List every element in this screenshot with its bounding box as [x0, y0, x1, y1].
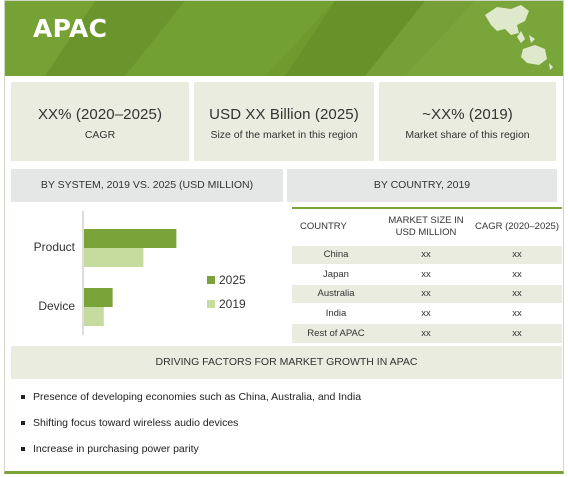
cagr-cell: xx	[472, 264, 562, 284]
cagr-cell: xx	[472, 303, 562, 323]
kpi-value: XX% (2020–2025)	[37, 106, 163, 123]
by-system-bar-chart: Product Device 2025 2019	[34, 211, 246, 335]
column-header: COUNTRY	[300, 220, 347, 232]
list-item: Increase in purchasing power parity	[21, 436, 361, 462]
bar-product-2019	[84, 248, 144, 267]
country-cell: Australia	[292, 283, 380, 304]
market-size-cell: xx	[380, 283, 472, 304]
country-cell: Japan	[292, 264, 380, 284]
country-cell: China	[292, 244, 380, 265]
driver-text: Presence of developing economies such as…	[33, 391, 362, 403]
country-cell: Rest of APAC	[292, 322, 380, 343]
asia-pacific-map-icon	[485, 5, 553, 70]
table-row: Rest of APAC xx xx	[292, 322, 562, 343]
bar-device-2019	[84, 307, 104, 326]
table-row: China xx xx	[292, 244, 562, 265]
market-size-cell: xx	[380, 244, 472, 265]
category-label: Product	[34, 240, 76, 254]
country-cell: India	[292, 303, 380, 323]
column-header: CAGR (2020–2025)	[475, 220, 559, 232]
kpi-value: ~XX% (2019)	[422, 106, 513, 123]
list-item: Presence of developing economies such as…	[21, 384, 361, 410]
bar-device-2025	[84, 288, 113, 307]
bar-product-2025	[84, 229, 177, 248]
market-size-cell: xx	[380, 322, 472, 343]
cagr-cell: xx	[472, 283, 562, 304]
market-size-cell: xx	[380, 303, 472, 323]
drivers-heading: DRIVING FACTORS FOR MARKET GROWTH IN APA…	[11, 346, 562, 379]
bullet-icon	[21, 395, 25, 400]
legend-label: 2019	[219, 297, 246, 311]
column-header: MARKET SIZE IN USD MILLION	[388, 214, 464, 238]
region-title: APAC	[33, 14, 108, 43]
kpi-cagr: XX% (2020–2025) CAGR	[11, 82, 189, 161]
infographic-card: APAC XX% (2020–2025) CAGR USD XX Billion…	[4, 0, 564, 474]
bullet-icon	[21, 447, 25, 452]
legend-swatch	[207, 276, 215, 284]
table-row: Australia xx xx	[292, 283, 562, 304]
market-size-cell: xx	[380, 264, 472, 284]
region-header: APAC	[5, 1, 563, 76]
legend-label: 2025	[219, 273, 246, 287]
kpi-label: Size of the market in this region	[210, 129, 358, 141]
by-country-heading: BY COUNTRY, 2019	[287, 169, 557, 202]
kpi-label: CAGR	[84, 129, 116, 141]
kpi-market-share: ~XX% (2019) Market share of this region	[379, 82, 556, 161]
driver-text: Increase in purchasing power parity	[33, 443, 199, 455]
bullet-icon	[21, 421, 25, 426]
table-header-row: COUNTRY MARKET SIZE IN USD MILLION CAGR …	[292, 208, 562, 245]
kpi-value: USD XX Billion (2025)	[209, 106, 359, 123]
cagr-cell: xx	[472, 322, 562, 343]
by-system-heading: BY SYSTEM, 2019 VS. 2025 (USD MILLION)	[11, 169, 283, 202]
cagr-cell: xx	[472, 244, 562, 265]
kpi-label: Market share of this region	[405, 129, 530, 141]
legend-swatch	[207, 300, 215, 308]
category-label: Device	[38, 299, 75, 313]
drivers-list: Presence of developing economies such as…	[21, 384, 361, 462]
table-row: India xx xx	[292, 303, 562, 323]
table-row: Japan xx xx	[292, 264, 562, 284]
driver-text: Shifting focus toward wireless audio dev…	[33, 417, 239, 429]
kpi-market-size: USD XX Billion (2025) Size of the market…	[194, 82, 374, 161]
list-item: Shifting focus toward wireless audio dev…	[21, 410, 361, 436]
country-table: COUNTRY MARKET SIZE IN USD MILLION CAGR …	[292, 207, 562, 343]
